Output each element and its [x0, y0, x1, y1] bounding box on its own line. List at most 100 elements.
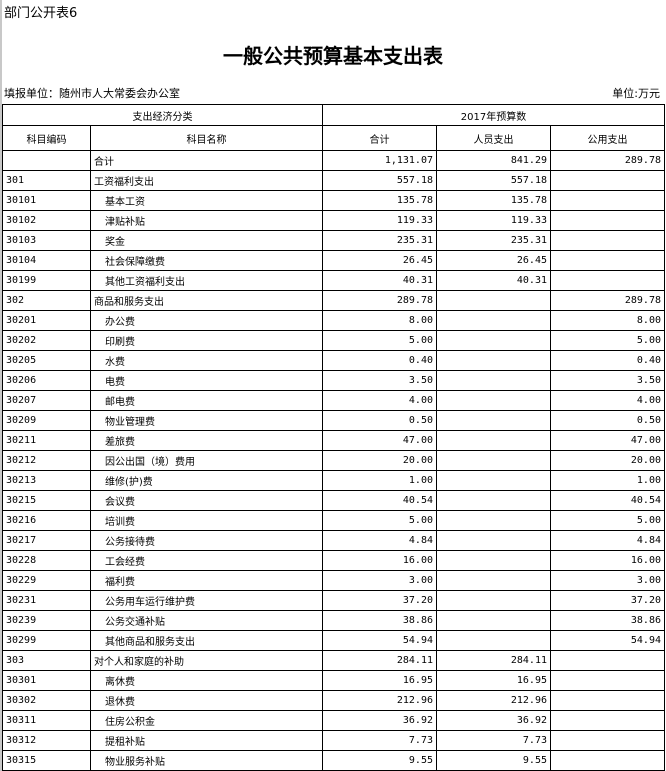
cell-code: 30101: [2, 190, 91, 211]
cell-public: 4.00: [550, 390, 665, 411]
table-row: 合计 1,131.07 841.29 289.78: [2, 150, 665, 171]
cell-name: 津贴补贴: [90, 210, 323, 231]
cell-name: 公务接待费: [90, 530, 323, 551]
cell-public: [550, 230, 665, 251]
cell-personnel: [436, 510, 551, 531]
cell-name: 会议费: [90, 490, 323, 511]
cell-name: 福利费: [90, 570, 323, 591]
cell-code: 30228: [2, 550, 91, 571]
cell-total: 8.00: [322, 310, 437, 331]
cell-public: 4.84: [550, 530, 665, 551]
left-border: [0, 0, 2, 771]
cell-code: 30302: [2, 690, 91, 711]
cell-total: 212.96: [322, 690, 437, 711]
cell-name: 印刷费: [90, 330, 323, 351]
cell-total: 38.86: [322, 610, 437, 631]
cell-personnel: 212.96: [436, 690, 551, 711]
cell-code: 30315: [2, 750, 91, 771]
cell-name: 维修(护)费: [90, 470, 323, 491]
cell-name: 对个人和家庭的补助: [90, 650, 323, 671]
table-row: 30206 电费 3.50 3.50: [2, 370, 665, 391]
header-economic-class: 支出经济分类: [2, 104, 323, 126]
cell-code: [2, 150, 91, 171]
cell-personnel: [436, 430, 551, 451]
table-row: 30215 会议费 40.54 40.54: [2, 490, 665, 511]
currency-unit: 单位:万元: [612, 87, 660, 100]
table-row: 30102 津贴补贴 119.33 119.33: [2, 210, 665, 231]
table-row: 30209 物业管理费 0.50 0.50: [2, 410, 665, 431]
cell-total: 4.84: [322, 530, 437, 551]
cell-total: 16.95: [322, 670, 437, 691]
cell-total: 36.92: [322, 710, 437, 731]
table-row: 30302 退休费 212.96 212.96: [2, 690, 665, 711]
cell-code: 30216: [2, 510, 91, 531]
cell-public: 47.00: [550, 430, 665, 451]
cell-code: 30206: [2, 370, 91, 391]
cell-name: 办公费: [90, 310, 323, 331]
cell-personnel: 119.33: [436, 210, 551, 231]
cell-personnel: [436, 310, 551, 331]
cell-total: 0.40: [322, 350, 437, 371]
cell-code: 30231: [2, 590, 91, 611]
cell-personnel: 7.73: [436, 730, 551, 751]
header-code: 科目编码: [2, 125, 91, 151]
cell-public: 54.94: [550, 630, 665, 651]
cell-personnel: [436, 350, 551, 371]
cell-name: 合计: [90, 150, 323, 171]
table-row: 30101 基本工资 135.78 135.78: [2, 190, 665, 211]
table-row: 302 商品和服务支出 289.78 289.78: [2, 290, 665, 311]
table-row: 30201 办公费 8.00 8.00: [2, 310, 665, 331]
table-row: 30199 其他工资福利支出 40.31 40.31: [2, 270, 665, 291]
cell-personnel: 26.45: [436, 250, 551, 271]
cell-name: 物业服务补贴: [90, 750, 323, 771]
cell-public: 37.20: [550, 590, 665, 611]
cell-personnel: [436, 490, 551, 511]
table-row: 30212 因公出国（境）费用 20.00 20.00: [2, 450, 665, 471]
page-tag: 部门公开表6: [4, 6, 78, 21]
cell-public: 0.50: [550, 410, 665, 431]
cell-code: 30213: [2, 470, 91, 491]
cell-code: 30199: [2, 270, 91, 291]
cell-total: 289.78: [322, 290, 437, 311]
cell-public: 3.00: [550, 570, 665, 591]
cell-code: 30229: [2, 570, 91, 591]
reporting-unit: 填报单位：随州市人大常委会办公室: [4, 87, 180, 100]
cell-public: 3.50: [550, 370, 665, 391]
cell-public: 289.78: [550, 290, 665, 311]
cell-code: 30207: [2, 390, 91, 411]
cell-personnel: [436, 570, 551, 591]
cell-personnel: [436, 370, 551, 391]
cell-public: 16.00: [550, 550, 665, 571]
table-row: 30211 差旅费 47.00 47.00: [2, 430, 665, 451]
cell-personnel: 284.11: [436, 650, 551, 671]
table-row: 30228 工会经费 16.00 16.00: [2, 550, 665, 571]
cell-personnel: 36.92: [436, 710, 551, 731]
cell-name: 退休费: [90, 690, 323, 711]
header-row-group: 支出经济分类 2017年预算数: [2, 104, 665, 126]
cell-code: 303: [2, 650, 91, 671]
cell-public: 8.00: [550, 310, 665, 331]
table-row: 30239 公务交通补贴 38.86 38.86: [2, 610, 665, 631]
cell-public: [550, 750, 665, 771]
cell-total: 119.33: [322, 210, 437, 231]
cell-personnel: [436, 410, 551, 431]
cell-total: 37.20: [322, 590, 437, 611]
cell-total: 40.31: [322, 270, 437, 291]
table-row: 30315 物业服务补贴 9.55 9.55: [2, 750, 665, 771]
cell-code: 302: [2, 290, 91, 311]
cell-personnel: 9.55: [436, 750, 551, 771]
cell-personnel: 40.31: [436, 270, 551, 291]
table-row: 303 对个人和家庭的补助 284.11 284.11: [2, 650, 665, 671]
table-row: 30216 培训费 5.00 5.00: [2, 510, 665, 531]
cell-name: 离休费: [90, 670, 323, 691]
table-row: 30311 住房公积金 36.92 36.92: [2, 710, 665, 731]
cell-total: 1,131.07: [322, 150, 437, 171]
cell-total: 7.73: [322, 730, 437, 751]
cell-public: [550, 270, 665, 291]
table-row: 30207 邮电费 4.00 4.00: [2, 390, 665, 411]
cell-personnel: [436, 470, 551, 491]
header-budget-year: 2017年预算数: [322, 104, 665, 126]
header-name: 科目名称: [90, 125, 323, 151]
cell-personnel: [436, 450, 551, 471]
cell-public: [550, 730, 665, 751]
